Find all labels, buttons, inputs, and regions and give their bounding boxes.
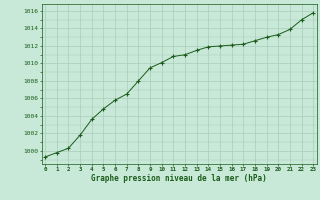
X-axis label: Graphe pression niveau de la mer (hPa): Graphe pression niveau de la mer (hPa) [91, 174, 267, 183]
